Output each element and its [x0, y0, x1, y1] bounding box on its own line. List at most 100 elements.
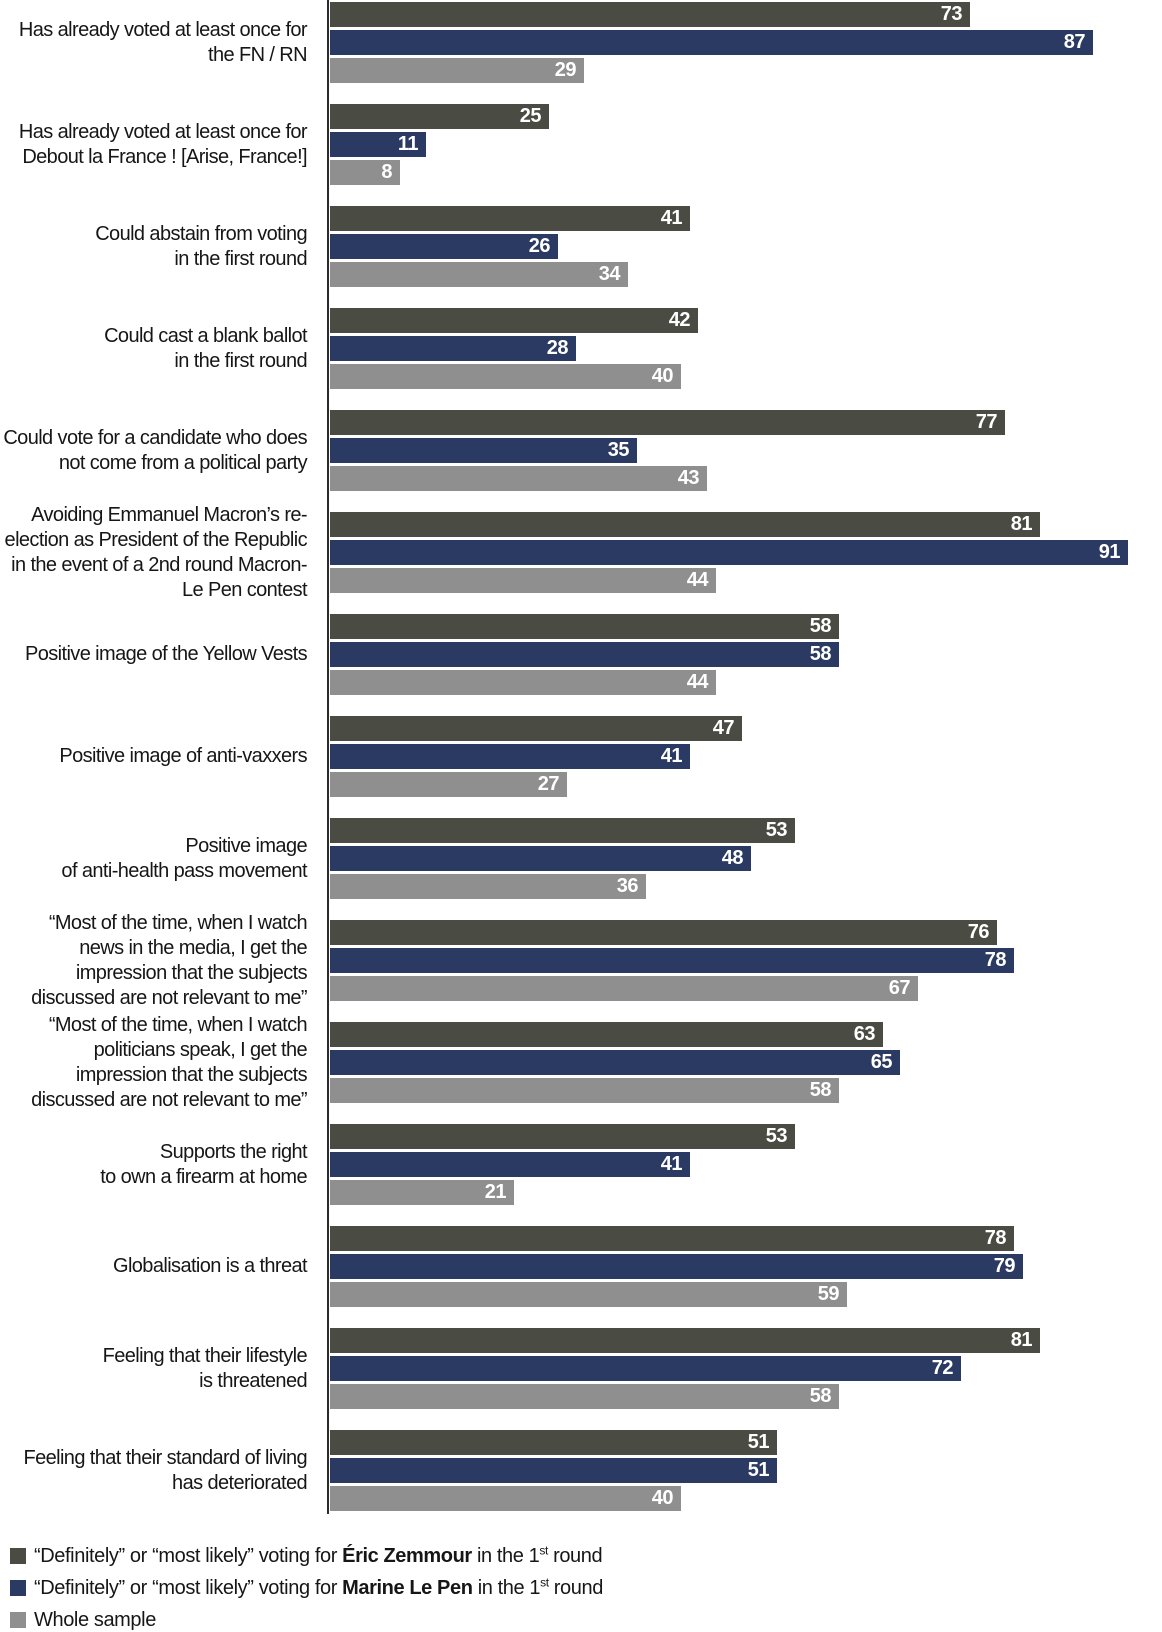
- bar-zemmour: 53: [330, 818, 795, 843]
- bar-value-label: 36: [616, 875, 639, 897]
- bar-value-label: 34: [598, 263, 621, 285]
- bar-value-label: 65: [870, 1051, 893, 1073]
- category-label: Feeling that their lifestyle is threaten…: [102, 1344, 308, 1392]
- category-label: “Most of the time, when I watch news in …: [31, 911, 308, 1009]
- bar-value-label: 44: [686, 671, 709, 693]
- bar-group: 81 72 58: [330, 1328, 1162, 1409]
- bar-value-label: 28: [546, 337, 569, 359]
- legend-swatch-lepen: [10, 1580, 26, 1596]
- category-row: Globalisation is a threat 78 79 59: [0, 1226, 1162, 1307]
- category-row: “Most of the time, when I watch politici…: [0, 1014, 1162, 1111]
- bar-whole_sample: 21: [330, 1180, 514, 1205]
- bar-zemmour: 51: [330, 1430, 777, 1455]
- bar-value-label: 41: [660, 207, 683, 229]
- bar-whole_sample: 59: [330, 1282, 847, 1307]
- category-row: Supports the right to own a firearm at h…: [0, 1124, 1162, 1205]
- bar-value-label: 44: [686, 569, 709, 591]
- category-row: Has already voted at least once for Debo…: [0, 104, 1162, 185]
- legend-swatch-zemmour: [10, 1548, 26, 1564]
- bar-lepen: 65: [330, 1050, 900, 1075]
- bar-whole_sample: 40: [330, 1486, 681, 1511]
- bar-group: 81 91 44: [330, 512, 1162, 593]
- bar-group: 77 35 43: [330, 410, 1162, 491]
- category-label: Avoiding Emmanuel Macron’s re- election …: [4, 503, 308, 601]
- bar-group: 53 41 21: [330, 1124, 1162, 1205]
- bar-lepen: 11: [330, 132, 426, 157]
- bar-value-label: 26: [528, 235, 551, 257]
- category-row: Feeling that their standard of living ha…: [0, 1430, 1162, 1511]
- bar-value-label: 58: [809, 1079, 832, 1101]
- category-row: Feeling that their lifestyle is threaten…: [0, 1328, 1162, 1409]
- category-label: Globalisation is a threat: [112, 1255, 308, 1277]
- category-label: “Most of the time, when I watch politici…: [31, 1013, 308, 1111]
- bar-group: 53 48 36: [330, 818, 1162, 899]
- chart-rows: Has already voted at least once for the …: [0, 2, 1162, 1532]
- bar-value-label: 47: [712, 717, 735, 739]
- bar-zemmour: 78: [330, 1226, 1014, 1251]
- bar-whole_sample: 27: [330, 772, 567, 797]
- bar-whole_sample: 67: [330, 976, 918, 1001]
- bar-lepen: 72: [330, 1356, 961, 1381]
- bar-whole_sample: 44: [330, 568, 716, 593]
- bar-value-label: 72: [931, 1357, 954, 1379]
- bar-whole_sample: 40: [330, 364, 681, 389]
- bar-lepen: 48: [330, 846, 751, 871]
- bar-zemmour: 81: [330, 1328, 1040, 1353]
- category-row: “Most of the time, when I watch news in …: [0, 912, 1162, 1009]
- category-row: Could vote for a candidate who does not …: [0, 410, 1162, 491]
- category-row: Positive image of anti-health pass movem…: [0, 818, 1162, 899]
- bar-zemmour: 47: [330, 716, 742, 741]
- bar-whole_sample: 36: [330, 874, 646, 899]
- bar-value-label: 40: [651, 1487, 674, 1509]
- legend-item: Whole sample: [10, 1604, 1150, 1632]
- category-row: Has already voted at least once for the …: [0, 2, 1162, 83]
- category-row: Avoiding Emmanuel Macron’s re- election …: [0, 504, 1162, 601]
- bar-whole_sample: 44: [330, 670, 716, 695]
- bar-value-label: 58: [809, 1385, 832, 1407]
- bar-zemmour: 81: [330, 512, 1040, 537]
- bar-value-label: 53: [765, 819, 788, 841]
- category-label: Has already voted at least once for the …: [18, 18, 308, 66]
- bar-whole_sample: 29: [330, 58, 584, 83]
- bar-lepen: 26: [330, 234, 558, 259]
- bar-lepen: 41: [330, 744, 690, 769]
- category-label: Has already voted at least once for Debo…: [18, 120, 308, 168]
- bar-group: 73 87 29: [330, 2, 1162, 83]
- bar-zemmour: 63: [330, 1022, 883, 1047]
- legend-item: “Definitely” or “most likely” voting for…: [10, 1572, 1150, 1604]
- bar-value-label: 81: [1010, 513, 1033, 535]
- category-row: Positive image of the Yellow Vests 58 58 44: [0, 614, 1162, 695]
- bar-value-label: 29: [554, 59, 577, 81]
- bar-value-label: 21: [484, 1181, 507, 1203]
- bar-zemmour: 76: [330, 920, 997, 945]
- bar-lepen: 41: [330, 1152, 690, 1177]
- bar-lepen: 87: [330, 30, 1093, 55]
- bar-whole_sample: 43: [330, 466, 707, 491]
- legend-label: Whole sample: [34, 1608, 156, 1631]
- baseline-axis: [327, 0, 329, 1514]
- bar-zemmour: 77: [330, 410, 1005, 435]
- bar-value-label: 67: [888, 977, 911, 999]
- category-row: Positive image of anti-vaxxers 47 41 27: [0, 716, 1162, 797]
- bar-value-label: 27: [537, 773, 560, 795]
- bar-lepen: 78: [330, 948, 1014, 973]
- bar-group: 25 11 8: [330, 104, 1162, 185]
- bar-group: 63 65 58: [330, 1022, 1162, 1103]
- category-row: Could abstain from voting in the first r…: [0, 206, 1162, 287]
- bar-value-label: 35: [607, 439, 630, 461]
- bar-lepen: 35: [330, 438, 637, 463]
- bar-group: 41 26 34: [330, 206, 1162, 287]
- bar-group: 47 41 27: [330, 716, 1162, 797]
- bar-value-label: 51: [747, 1431, 770, 1453]
- bar-value-label: 58: [809, 643, 832, 665]
- bar-value-label: 79: [993, 1255, 1016, 1277]
- bar-value-label: 25: [519, 105, 542, 127]
- bar-value-label: 78: [984, 949, 1007, 971]
- bar-lepen: 28: [330, 336, 576, 361]
- bar-value-label: 59: [817, 1283, 840, 1305]
- bar-value-label: 73: [940, 3, 963, 25]
- bar-whole_sample: 34: [330, 262, 628, 287]
- bar-value-label: 8: [381, 161, 392, 183]
- category-label: Positive image of anti-health pass movem…: [61, 834, 307, 882]
